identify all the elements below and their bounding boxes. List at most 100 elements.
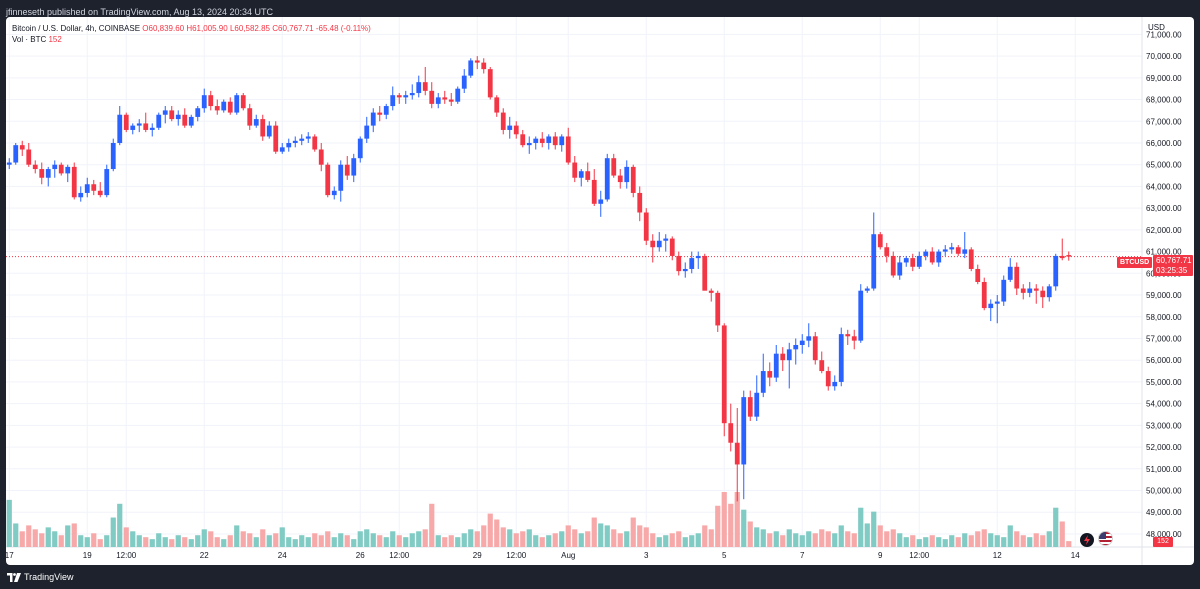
candle-body <box>741 397 747 465</box>
volume-bar <box>175 535 181 547</box>
candle-body <box>565 136 571 163</box>
volume-bar <box>169 539 175 547</box>
candle-body <box>110 142 116 170</box>
candle-body <box>702 255 708 291</box>
candle-body <box>208 95 214 107</box>
price-axis-label: 54,000.00 <box>1146 400 1182 409</box>
volume-bar <box>253 537 259 547</box>
volume-bar <box>533 535 539 547</box>
candle-body <box>1040 290 1046 298</box>
candle-body <box>669 238 675 256</box>
candle-body <box>721 325 727 424</box>
volume-bar <box>676 531 682 547</box>
volume-bar <box>455 537 461 547</box>
volume-bar <box>513 533 519 547</box>
us-flag-icon[interactable] <box>1098 531 1113 546</box>
legend-open: O60,839.60 <box>142 24 185 33</box>
candle-body <box>1014 266 1020 289</box>
volume-bar <box>162 537 168 547</box>
volume-bar <box>435 535 441 547</box>
candle-body <box>487 69 493 98</box>
price-axis-label: 48,000.00 <box>1146 530 1182 539</box>
candle-body <box>643 212 649 241</box>
volume-bar <box>487 513 493 547</box>
candle-body <box>312 136 318 150</box>
candle-body <box>968 249 974 269</box>
volume-bar <box>279 527 285 547</box>
volume-bar <box>442 537 448 547</box>
volume-bar <box>286 537 292 547</box>
volume-bar <box>832 533 838 547</box>
candle-body <box>1059 255 1065 259</box>
volume-bar <box>981 529 987 547</box>
candle-body <box>552 136 558 146</box>
volume-bar <box>188 539 194 547</box>
candle-body <box>214 106 220 111</box>
candle-body <box>1046 286 1052 298</box>
candle-body <box>78 192 84 198</box>
candle-body <box>520 134 526 146</box>
tradingview-brand[interactable]: TradingView <box>7 571 74 584</box>
candle-body <box>572 162 578 178</box>
candle-body <box>793 344 799 350</box>
legend-low: L60,582.85 <box>229 24 270 33</box>
candle-body <box>994 301 1000 304</box>
candle-body <box>910 258 916 267</box>
volume-bar <box>845 531 851 547</box>
volume-bar <box>650 533 656 547</box>
volume-bar <box>1027 537 1033 547</box>
candle-body <box>91 184 97 191</box>
legend-close: C60,767.71 <box>272 24 314 33</box>
volume-bar <box>13 523 19 547</box>
volume-bar <box>1001 537 1007 547</box>
volume-bar <box>396 535 402 547</box>
price-axis-label: 58,000.00 <box>1146 313 1182 322</box>
candle-body <box>104 169 110 196</box>
candle-body <box>169 110 175 120</box>
candle-body <box>936 251 942 263</box>
candle-body <box>71 166 77 198</box>
candle-body <box>858 290 864 341</box>
volume-bar <box>630 517 636 547</box>
candle-body <box>682 268 688 272</box>
volume-bar <box>682 537 688 547</box>
candle-body <box>955 247 961 254</box>
candle-body <box>825 371 831 387</box>
volume-bar <box>747 521 753 547</box>
volume-bar <box>500 527 506 547</box>
time-axis-label: 5 <box>722 551 727 560</box>
candle-body <box>357 138 363 159</box>
candle-body <box>728 423 734 443</box>
volume-bar <box>1053 507 1059 547</box>
currency-label[interactable]: USD <box>1148 23 1165 32</box>
volume-bar <box>591 517 597 547</box>
candle-body <box>773 353 779 378</box>
candle-body <box>689 258 695 269</box>
volume-bar <box>988 533 994 547</box>
candle-body <box>695 255 701 259</box>
volume-bar <box>806 531 812 547</box>
volume-bar <box>624 531 630 547</box>
time-axis-label: 12:00 <box>506 551 527 560</box>
candle-body <box>143 123 149 130</box>
lightning-icon[interactable] <box>1080 533 1094 547</box>
candle-body <box>760 371 766 393</box>
volume-bar <box>422 529 428 547</box>
volume-bar <box>916 539 922 547</box>
legend-ohlc-row: Bitcoin / U.S. Dollar, 4h, COINBASE O60,… <box>12 23 371 34</box>
candle-body <box>318 149 324 165</box>
time-axis-label: 29 <box>473 551 482 560</box>
volume-bar <box>975 531 981 547</box>
candle-body <box>416 82 422 94</box>
volume-bar <box>468 529 474 547</box>
chart-frame[interactable]: 71,000.00 70,000.00 69,000.00 68,000.00 67,0… <box>6 17 1194 565</box>
volume-bar <box>884 531 890 547</box>
candle-body <box>279 147 285 152</box>
candle-body <box>266 125 272 137</box>
candle-body <box>6 162 12 165</box>
candle-body <box>598 199 604 204</box>
price-axis-label: 69,000.00 <box>1146 74 1182 83</box>
volume-bar <box>104 535 110 547</box>
candle-body <box>123 114 129 130</box>
candlestick-chart[interactable]: 71,000.00 70,000.00 69,000.00 68,000.00 67,0… <box>6 17 1194 565</box>
